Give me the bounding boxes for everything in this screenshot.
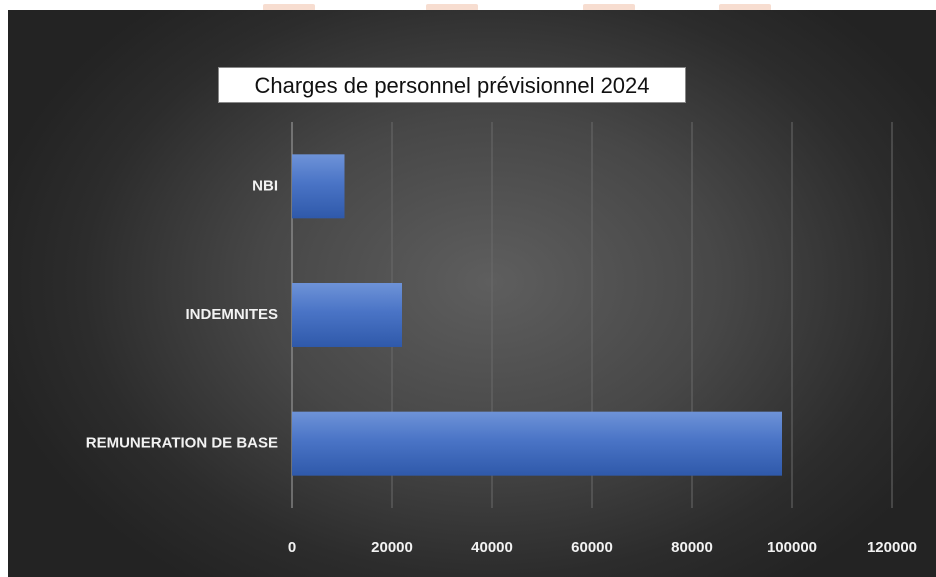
orange-dash-decoration (583, 4, 635, 11)
x-tick-label: 60000 (571, 539, 613, 556)
orange-dash-decoration (719, 4, 771, 11)
category-label: NBI (252, 177, 278, 194)
chart-title: Charges de personnel prévisionnel 2024 (218, 67, 686, 103)
chart-area: NBI INDEMNITES REMUNERATION DE BASE 0 20000 4… (8, 10, 936, 577)
x-tick-label: 20000 (371, 539, 413, 556)
orange-dash-decoration (426, 4, 478, 11)
x-tick-label: 100000 (767, 539, 817, 556)
x-tick-label: 80000 (671, 539, 713, 556)
orange-dash-decoration (263, 4, 315, 11)
bar (292, 283, 402, 347)
x-tick-label: 120000 (867, 539, 917, 556)
category-label: INDEMNITES (185, 306, 278, 323)
bar (292, 154, 345, 219)
bar-chart-plot: NBI INDEMNITES REMUNERATION DE BASE 0 20000 4… (86, 122, 917, 556)
x-tick-label: 0 (288, 539, 296, 556)
bar (292, 411, 782, 476)
category-label: REMUNERATION DE BASE (86, 435, 278, 452)
x-tick-label: 40000 (471, 539, 513, 556)
